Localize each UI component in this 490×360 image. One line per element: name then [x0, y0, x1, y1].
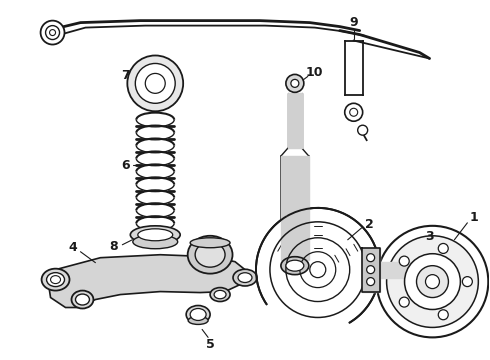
Ellipse shape [286, 260, 304, 271]
Text: 1: 1 [470, 211, 479, 224]
Circle shape [127, 55, 183, 111]
Circle shape [425, 275, 440, 289]
Circle shape [463, 276, 472, 287]
Circle shape [399, 297, 409, 307]
Text: 3: 3 [425, 230, 434, 243]
Circle shape [291, 80, 299, 87]
Polygon shape [281, 156, 309, 260]
Circle shape [399, 256, 409, 266]
Circle shape [367, 254, 375, 262]
Polygon shape [49, 255, 245, 307]
Text: 2: 2 [365, 218, 374, 231]
Ellipse shape [75, 294, 90, 305]
Polygon shape [380, 262, 435, 278]
Circle shape [438, 243, 448, 253]
Ellipse shape [72, 291, 94, 309]
Ellipse shape [233, 269, 257, 286]
Polygon shape [288, 93, 302, 148]
Ellipse shape [281, 257, 309, 275]
Circle shape [438, 310, 448, 320]
Wedge shape [265, 301, 350, 334]
Circle shape [367, 278, 375, 285]
Ellipse shape [238, 273, 252, 283]
Ellipse shape [138, 229, 172, 241]
Circle shape [416, 266, 448, 298]
Ellipse shape [188, 316, 208, 324]
Circle shape [256, 208, 380, 332]
Circle shape [286, 75, 304, 92]
Circle shape [377, 226, 489, 337]
Circle shape [405, 254, 461, 310]
Ellipse shape [133, 235, 178, 249]
Ellipse shape [190, 238, 230, 248]
Text: 10: 10 [306, 66, 323, 79]
Ellipse shape [210, 288, 230, 302]
Text: 6: 6 [121, 158, 130, 172]
Text: 9: 9 [349, 16, 358, 29]
Text: 8: 8 [109, 240, 118, 253]
Ellipse shape [214, 291, 226, 299]
Ellipse shape [190, 309, 206, 320]
Ellipse shape [47, 273, 65, 287]
Circle shape [135, 63, 175, 103]
Text: 5: 5 [206, 338, 215, 351]
Text: 7: 7 [121, 69, 130, 82]
Circle shape [345, 103, 363, 121]
Circle shape [358, 125, 368, 135]
Ellipse shape [130, 226, 180, 244]
Text: 4: 4 [68, 241, 77, 254]
Ellipse shape [188, 236, 233, 274]
Circle shape [367, 266, 375, 274]
Ellipse shape [195, 242, 225, 267]
Polygon shape [362, 248, 380, 292]
Ellipse shape [42, 269, 70, 291]
Ellipse shape [186, 306, 210, 323]
Circle shape [387, 236, 478, 328]
Circle shape [41, 21, 65, 45]
